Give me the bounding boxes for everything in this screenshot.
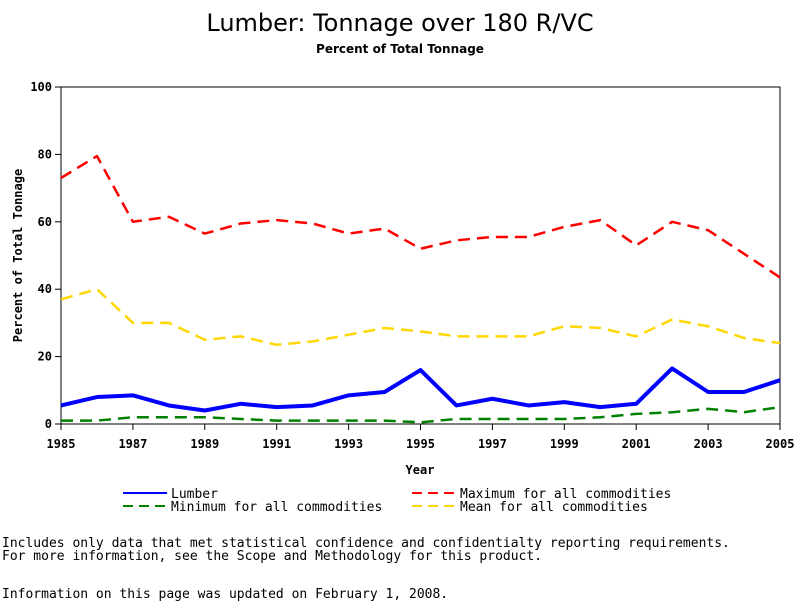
x-axis: 1985 1987 1989 1991 1993 1995 1997 1999 2001 2003…: [47, 424, 795, 451]
x-tick-label: 2001: [622, 437, 651, 451]
legend-label: Minimum for all commodities: [171, 500, 382, 515]
y-tick-label: 60: [38, 215, 52, 229]
x-tick-label: 1993: [334, 437, 363, 451]
y-tick-label: 100: [30, 80, 52, 94]
chart-title: Lumber: Tonnage over 180 R/VC: [206, 9, 593, 37]
series-line-maximum-for-all-commodities: [60, 154, 781, 279]
plot-area: [60, 86, 781, 425]
y-axis-label: Percent of Total Tonnage: [11, 169, 25, 342]
series-line-minimum-for-all-commodities: [61, 405, 781, 424]
series-lines: [60, 154, 781, 424]
series-line-mean-for-all-commodities: [60, 287, 781, 347]
y-tick-label: 20: [38, 350, 52, 364]
x-tick-label: 1985: [47, 437, 76, 451]
x-tick-label: 1997: [478, 437, 507, 451]
y-axis: 0 20 40 60 80 100: [30, 80, 61, 431]
series-line-lumber: [60, 366, 781, 413]
footnote-confidentiality: Includes only data that met statistical …: [2, 536, 730, 551]
footnote-updated: Information on this page was updated on …: [2, 587, 449, 602]
x-tick-label: 1987: [118, 437, 147, 451]
x-tick-label: 2003: [694, 437, 723, 451]
x-axis-label: Year: [406, 463, 435, 477]
chart-subtitle: Percent of Total Tonnage: [316, 42, 484, 56]
x-tick-label: 1999: [550, 437, 579, 451]
x-tick-label: 1991: [262, 437, 291, 451]
x-tick-label: 1995: [406, 437, 435, 451]
x-tick-label: 2005: [766, 437, 795, 451]
legend-label: Lumber: [171, 487, 218, 502]
x-tick-label: 1989: [190, 437, 219, 451]
y-tick-label: 40: [38, 282, 52, 296]
footnote-methodology: For more information, see the Scope and …: [2, 549, 543, 564]
legend-label: Maximum for all commodities: [460, 487, 671, 502]
legend-label: Mean for all commodities: [460, 500, 648, 515]
y-tick-label: 0: [45, 417, 52, 431]
y-tick-label: 80: [38, 147, 52, 161]
